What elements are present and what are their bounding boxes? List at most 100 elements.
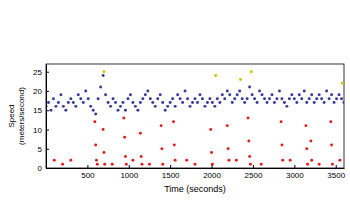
tick: 2000 — [203, 165, 221, 180]
point — [283, 101, 286, 104]
point — [214, 74, 217, 77]
point — [151, 101, 154, 104]
point — [303, 89, 306, 92]
point — [126, 97, 129, 100]
point — [285, 105, 288, 108]
tick: 1000 — [120, 165, 138, 180]
point — [69, 97, 72, 100]
tick: 20 — [33, 87, 49, 96]
point — [280, 120, 283, 123]
point — [270, 93, 273, 96]
tick-mark — [294, 165, 295, 168]
point — [119, 105, 122, 108]
point — [176, 93, 179, 96]
point — [47, 101, 50, 104]
tick-label: 10 — [33, 126, 42, 135]
tick-mark — [46, 129, 49, 130]
axis-line — [47, 168, 345, 169]
point — [164, 109, 167, 112]
point — [221, 93, 224, 96]
point — [67, 101, 70, 104]
point — [159, 93, 162, 96]
point — [160, 124, 163, 127]
point — [171, 97, 174, 100]
point — [305, 101, 308, 104]
point — [49, 109, 52, 112]
point — [173, 143, 176, 146]
point — [140, 155, 143, 158]
point — [295, 101, 298, 104]
point — [82, 101, 85, 104]
tick-mark — [46, 91, 49, 92]
point — [123, 136, 126, 139]
point — [228, 93, 231, 96]
point — [275, 97, 278, 100]
point — [161, 163, 164, 166]
point — [94, 113, 97, 116]
point — [280, 143, 283, 146]
tick-label: 1500 — [162, 171, 180, 180]
y-axis: 0510152025 — [33, 65, 49, 174]
point — [181, 101, 184, 104]
point — [281, 159, 284, 162]
point — [186, 97, 189, 100]
point — [211, 101, 214, 104]
point — [330, 93, 333, 96]
point — [69, 159, 72, 162]
point — [261, 93, 264, 96]
point — [89, 105, 92, 108]
point — [293, 97, 296, 100]
point — [315, 97, 318, 100]
tick-mark — [170, 165, 171, 168]
point — [309, 140, 312, 143]
point — [210, 151, 213, 154]
point — [194, 97, 197, 100]
point — [72, 101, 75, 104]
point — [102, 74, 105, 77]
point — [148, 163, 151, 166]
point — [93, 120, 96, 123]
point — [161, 101, 164, 104]
point — [166, 105, 169, 108]
point — [233, 97, 236, 100]
point — [144, 93, 147, 96]
tick-label: 1000 — [120, 171, 138, 180]
tick-label: 3000 — [286, 171, 304, 180]
point — [154, 105, 157, 108]
point — [201, 97, 204, 100]
point — [206, 101, 209, 104]
point — [306, 163, 309, 166]
point — [251, 93, 254, 96]
point — [308, 97, 311, 100]
point — [318, 163, 321, 166]
point — [223, 97, 226, 100]
point — [92, 109, 95, 112]
point — [185, 159, 188, 162]
point — [313, 101, 316, 104]
tick-mark — [336, 165, 337, 168]
point — [84, 89, 87, 92]
point — [241, 97, 244, 100]
point — [174, 159, 177, 162]
point — [196, 101, 199, 104]
point — [323, 101, 326, 104]
point — [235, 159, 238, 162]
point — [289, 159, 292, 162]
point — [131, 101, 134, 104]
point — [288, 97, 291, 100]
tick-mark — [253, 165, 254, 168]
point — [249, 163, 252, 166]
point — [54, 105, 57, 108]
point — [216, 97, 219, 100]
point — [208, 97, 211, 100]
point — [62, 105, 65, 108]
point — [329, 120, 332, 123]
point — [248, 86, 251, 89]
tick: 0 — [38, 164, 49, 173]
point — [131, 159, 134, 162]
point — [239, 78, 242, 81]
point — [141, 163, 144, 166]
tick-mark — [46, 72, 49, 73]
point — [125, 163, 128, 166]
point — [325, 89, 328, 92]
